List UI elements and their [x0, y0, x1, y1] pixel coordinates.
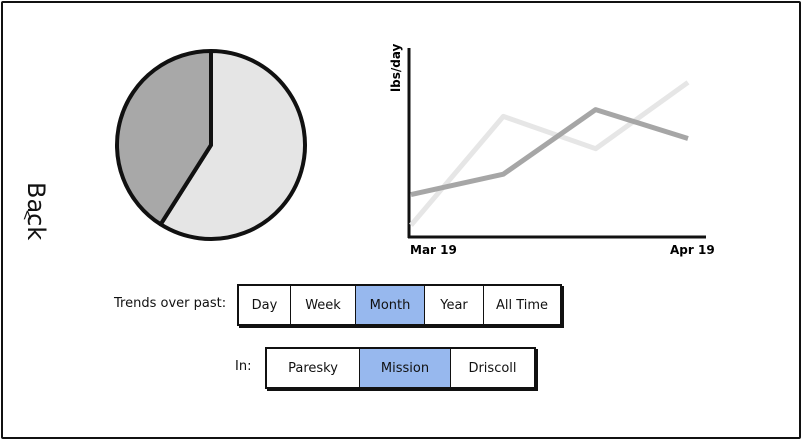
- location-label: In:: [235, 359, 252, 374]
- location-option-mission[interactable]: Mission: [360, 349, 451, 387]
- trend-option-month[interactable]: Month: [356, 286, 425, 324]
- series-line: [409, 80, 690, 227]
- trend-option-year[interactable]: Year: [425, 286, 484, 324]
- trends-segmented-control: Day Week Month Year All Time: [237, 284, 562, 326]
- pie-slice: [158, 49, 307, 241]
- x-tick-label: Apr 19: [670, 243, 715, 257]
- line-chart: lbs/day Mar 19 Apr 19: [389, 43, 715, 257]
- trend-option-all-time[interactable]: All Time: [495, 297, 549, 313]
- pie-chart: [115, 49, 307, 241]
- x-tick-label: Mar 19: [410, 243, 457, 257]
- y-axis-label: lbs/day: [389, 43, 403, 92]
- location-option-driscoll[interactable]: Driscoll: [468, 360, 517, 376]
- location-option-paresky[interactable]: Paresky: [267, 349, 360, 387]
- trends-label: Trends over past:: [114, 296, 227, 311]
- trend-option-day[interactable]: Day: [239, 286, 291, 324]
- trend-option-week[interactable]: Week: [291, 286, 356, 324]
- location-segmented-control: Paresky Mission Driscoll: [265, 347, 536, 389]
- pie-slice: [115, 49, 213, 227]
- series-line: [410, 107, 689, 198]
